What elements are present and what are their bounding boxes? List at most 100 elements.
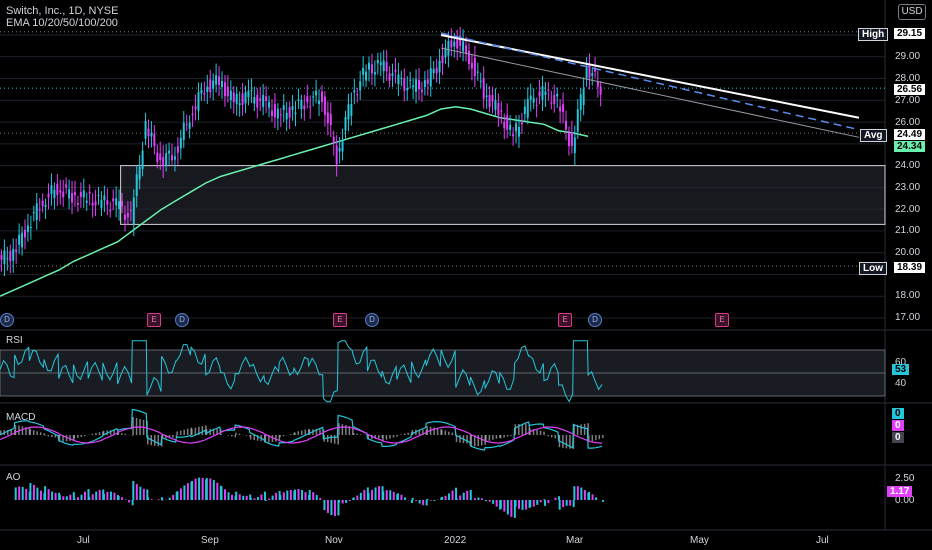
macd-histogram-bar xyxy=(389,435,391,439)
ao-bar xyxy=(433,500,436,501)
candle-body xyxy=(179,137,182,149)
candle-body xyxy=(226,86,229,97)
macd-histogram-bar xyxy=(499,435,502,439)
dividend-marker[interactable]: D xyxy=(175,313,189,327)
dividend-marker[interactable]: D xyxy=(588,313,602,327)
macd-histogram-bar xyxy=(175,435,178,438)
ao-value-tag: 1.17 xyxy=(887,486,913,497)
candle-body xyxy=(256,94,259,108)
ao-bar xyxy=(371,489,374,500)
ao-bar xyxy=(602,500,605,502)
ao-tick: 0.00 xyxy=(895,495,915,506)
macd-histogram-bar xyxy=(470,435,472,447)
time-tick: 2022 xyxy=(444,535,467,546)
currency-selector[interactable]: USD xyxy=(898,4,926,20)
ao-bar xyxy=(113,492,116,500)
macd-histogram-bar xyxy=(109,430,112,435)
earnings-marker[interactable]: E xyxy=(558,313,572,327)
macd-histogram-bar xyxy=(294,432,296,435)
dividend-marker[interactable]: D xyxy=(365,313,379,327)
macd-histogram-bar xyxy=(337,435,339,445)
macd-histogram-bar xyxy=(264,435,267,443)
dividend-marker[interactable]: D xyxy=(0,313,14,327)
candle-body xyxy=(203,93,206,95)
candle-body xyxy=(29,227,32,229)
macd-histogram-bar xyxy=(547,435,549,437)
ao-bar xyxy=(242,495,245,500)
macd-histogram-bar xyxy=(441,429,443,435)
macd-histogram-bar xyxy=(39,432,42,435)
resistance-trendline xyxy=(440,34,860,119)
candle-body xyxy=(97,194,100,196)
macd-histogram-bar xyxy=(77,435,79,438)
ao-bar xyxy=(448,493,451,500)
ao-bar xyxy=(73,498,76,500)
candle-body xyxy=(303,105,306,110)
macd-histogram-bar xyxy=(131,435,134,436)
candle-body xyxy=(368,62,371,70)
macd-histogram-bar xyxy=(80,435,83,437)
ao-bar xyxy=(282,492,285,500)
candle-body xyxy=(479,80,482,82)
macd-histogram-bar xyxy=(271,435,274,443)
ao-bar xyxy=(521,500,524,510)
macd-histogram-bar xyxy=(279,435,281,437)
candle-body xyxy=(62,191,65,198)
candle-body xyxy=(335,145,338,165)
candle-body xyxy=(565,120,568,130)
candle-body xyxy=(391,73,394,76)
time-tick: Jul xyxy=(816,535,829,546)
low-tag-label: Low xyxy=(859,262,887,275)
ao-bar xyxy=(135,483,138,500)
candle-body xyxy=(585,68,588,79)
ao-bar xyxy=(543,499,546,500)
macd-histogram-bar xyxy=(367,435,370,440)
macd-histogram-bar xyxy=(444,430,447,435)
macd-histogram-bar xyxy=(411,429,414,435)
macd-histogram-bar xyxy=(518,423,520,435)
macd-histogram-bar xyxy=(576,424,579,435)
macd-histogram-bar xyxy=(253,435,255,441)
avg-tag-label: Avg xyxy=(860,129,887,142)
macd-histogram-bar xyxy=(315,429,318,435)
candle-body xyxy=(276,108,279,119)
candle-body xyxy=(138,166,141,180)
ao-bar xyxy=(323,500,326,511)
macd-histogram-bar xyxy=(525,423,527,435)
candle-body xyxy=(573,137,576,153)
macd-histogram-bar xyxy=(98,432,101,435)
ao-bar xyxy=(588,491,591,500)
candle-body xyxy=(582,88,585,106)
macd-title: MACD xyxy=(6,412,36,423)
macd-histogram-bar xyxy=(473,435,476,447)
ao-bar xyxy=(25,488,28,500)
candle-body xyxy=(599,86,602,95)
macd-histogram-bar xyxy=(43,433,45,435)
candle-body xyxy=(423,80,426,88)
macd-histogram-bar xyxy=(510,435,512,436)
earnings-marker[interactable]: E xyxy=(147,313,161,327)
candle-body xyxy=(273,104,276,118)
candle-body xyxy=(538,91,541,97)
earnings-marker[interactable]: E xyxy=(333,313,347,327)
macd-histogram-bar xyxy=(289,434,292,435)
candle-body xyxy=(153,133,156,147)
candle-body xyxy=(259,98,262,101)
candle-body xyxy=(456,37,459,49)
ao-bar xyxy=(554,497,557,500)
candle-body xyxy=(123,214,126,220)
candle-body xyxy=(382,60,385,72)
macd-histogram-bar xyxy=(58,435,61,442)
macd-histogram-bar xyxy=(172,435,174,438)
candle-body xyxy=(23,229,26,238)
macd-histogram-bar xyxy=(392,435,395,438)
ao-bar xyxy=(36,487,39,500)
ao-bar xyxy=(264,500,267,502)
candle-body xyxy=(447,40,450,56)
ao-bar xyxy=(341,500,344,504)
candle-body xyxy=(438,60,441,73)
earnings-marker[interactable]: E xyxy=(715,313,729,327)
candle-body xyxy=(544,91,547,95)
macd-histogram-bar xyxy=(234,435,237,438)
